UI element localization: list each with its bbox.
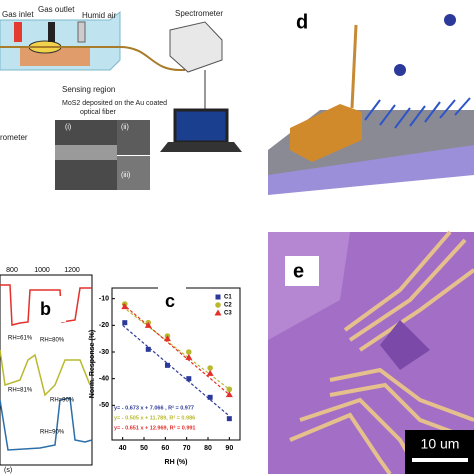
panel-c: -10 -20 -30 -40 -50 40 50 60 70 80 90 RH (%) Norm. R… [89,286,241,466]
marker [225,391,233,398]
outlet-tube [48,22,55,42]
label-box [36,296,66,322]
marker [121,303,129,310]
legend-label: C3 [224,311,232,317]
x-tick-label: 80 [204,445,212,452]
marker [144,321,152,328]
marker [207,365,213,371]
label: Humid air [82,11,117,20]
inset-label: (iii) [121,172,130,179]
spectrometer-box [169,21,223,73]
x-tick-label: 70 [183,445,191,452]
annotation: RH=90% [50,398,75,404]
panel-label: b [40,299,51,319]
marker [186,376,192,382]
label: Gas outlet [38,5,75,14]
air-tube [77,21,86,43]
x-tick-label: 800 [6,267,18,274]
fit-equation: y= - 0.673 x + 7.066 , R² = 0.977 [114,404,194,411]
panel-b: 800 1000 1200 b RH=61% RH=80% RH=81% RH=… [0,267,93,474]
probe-wire [350,24,358,109]
panel-d: d [268,0,474,195]
x-tick-label: 40 [119,445,127,452]
marker [226,386,233,393]
molecule [394,64,406,76]
fit-line [122,324,230,417]
response-curve [0,397,93,451]
y-tick-label: -30 [99,349,109,356]
y-tick-label: -10 [99,296,109,303]
label: rometer [0,133,28,142]
sem-image [117,120,150,155]
marker [207,394,213,400]
y-axis-label: Norm. Response (%) [89,330,96,398]
fit-equation: y= - 0.505 x + 11.789, R² = 0.986 [114,414,195,421]
schematic-panel: Gas inlet Gas outlet Humid air Spectrome… [0,0,250,195]
fiber [119,46,185,71]
y-tick-label: -20 [99,322,109,329]
legend-label: C2 [224,303,232,309]
electrode [290,104,362,162]
legend-marker [214,309,222,316]
inset-label: (ii) [121,124,129,131]
legend-marker [215,302,221,308]
laptop-base [160,142,242,152]
marker [206,369,214,376]
label: optical fiber [80,109,116,116]
scale-bar-label: 10 um [421,436,460,452]
panel-label: c [165,291,175,311]
inlet-tube [14,22,22,42]
sem-fiber [55,145,117,160]
marker [122,320,128,326]
x-tick-label: 90 [225,445,233,452]
marker [226,416,232,422]
x-axis-label: RH (%) [165,459,188,466]
y-tick-label: -40 [99,376,109,383]
inset-label: (i) [65,124,71,131]
annotation: RH=90% [40,430,65,436]
scale-bar [412,458,468,462]
axis-unit: (s) [4,467,12,474]
scale-bar-bg [405,430,474,474]
fit-equation: y= - 0.651 x + 12.969, R² = 0.991 [114,424,196,431]
marker [185,353,193,360]
marker [164,362,170,368]
legend-label: C1 [224,295,232,301]
marker [163,335,171,342]
panel-label: d [296,11,308,33]
label: MoS2 deposited on the Au coated [62,100,167,107]
panel-e: e 10 um [268,230,474,474]
annotation: RH=61% [8,336,33,342]
label-box [158,286,186,316]
label: Sensing region [62,85,115,94]
marker [145,346,151,352]
fit-line [122,303,230,396]
annotation: RH=80% [40,338,65,344]
label-box [285,256,319,286]
legend-marker [215,294,221,300]
molecule [444,14,456,26]
y-tick-label: -50 [99,402,109,409]
label-box [288,8,322,38]
x-tick-label: 1000 [34,267,50,274]
x-tick-label: 50 [140,445,148,452]
marker [186,349,192,355]
mos2-flakes [364,97,471,129]
label: Gas inlet [2,10,34,19]
panel-label: e [293,260,304,282]
flake [380,320,430,370]
x-tick-label: 1200 [64,267,80,274]
response-curve [0,349,91,397]
response-curve [0,284,92,326]
laptop-screen [173,108,229,144]
annotation: RH=81% [8,388,33,394]
label: Spectrometer [175,9,223,18]
axes-frame [0,274,93,466]
sem-image [117,156,150,190]
x-tick-label: 60 [161,445,169,452]
